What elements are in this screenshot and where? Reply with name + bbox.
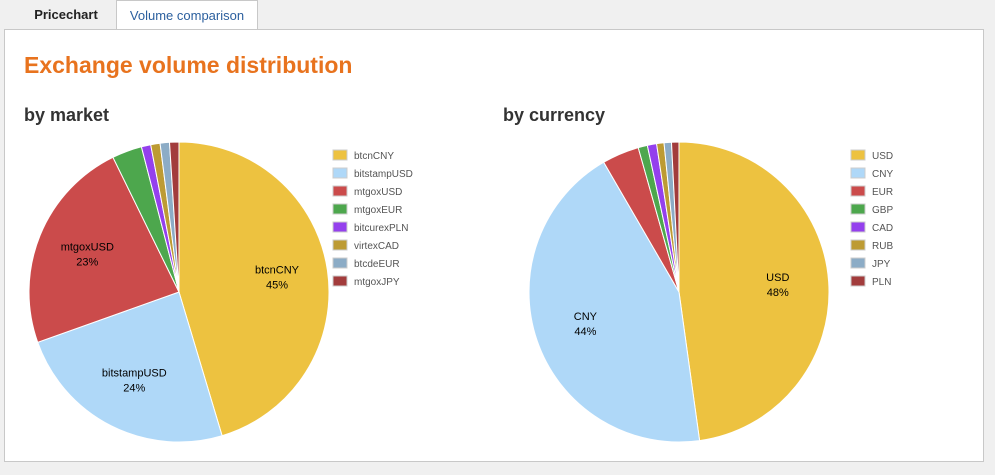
- market-legend: btcnCNY bitstampUSD mtgoxUSD mtgoxEUR bitcur…: [332, 149, 413, 288]
- currency-legend-swatch-gbp: [850, 203, 866, 215]
- market-legend-swatch-mtgoxeur: [332, 203, 348, 215]
- currency-slice-cny[interactable]: [528, 161, 701, 443]
- market-slice-value-label: 23%: [76, 257, 98, 269]
- currency-legend-label-cny: CNY: [872, 169, 893, 180]
- market-pie: btcnCNY 45% bitstampUSD 24% mtgoxUSD 23%: [28, 141, 330, 443]
- market-legend-swatch-virtexcad: [332, 239, 348, 251]
- currency-legend-label-usd: USD: [872, 151, 893, 162]
- currency-legend-label-gbp: GBP: [872, 205, 893, 216]
- market-legend-swatch-mtgoxjpy: [332, 275, 348, 287]
- currency-chart-title: by currency: [503, 105, 606, 125]
- market-legend-label-mtgoxusd: mtgoxUSD: [354, 187, 402, 198]
- currency-slice-value-label: 48%: [767, 287, 789, 299]
- market-legend-swatch-bitstampusd: [332, 167, 348, 179]
- market-legend-label-virtexcad: virtexCAD: [354, 241, 399, 252]
- market-slice-mtgoxjpy[interactable]: [168, 141, 180, 293]
- currency-legend-swatch-eur: [850, 185, 866, 197]
- currency-legend-swatch-cad: [850, 221, 866, 233]
- tab-pricechart[interactable]: Pricechart: [34, 7, 98, 22]
- market-legend-swatch-btcdeeur: [332, 257, 348, 269]
- market-legend-label-mtgoxjpy: mtgoxJPY: [354, 277, 400, 288]
- tab-volume-comparison[interactable]: Volume comparison: [116, 0, 258, 30]
- currency-legend-swatch-cny: [850, 167, 866, 179]
- market-slice-value-label: 45%: [266, 280, 288, 292]
- currency-legend-swatch-usd: [850, 149, 866, 161]
- currency-legend-label-jpy: JPY: [872, 259, 891, 270]
- currency-legend-swatch-pln: [850, 275, 866, 287]
- market-slice-value-label: 24%: [123, 382, 145, 394]
- currency-slice-value-label: 44%: [574, 326, 596, 338]
- currency-slice-pln[interactable]: [670, 141, 680, 293]
- currency-legend-label-rub: RUB: [872, 241, 893, 252]
- currency-legend-label-cad: CAD: [872, 223, 893, 234]
- pie-charts: btcnCNY45%bitstampUSD24%mtgoxUSD23%btcnC…: [28, 141, 893, 443]
- market-legend-label-btcdeeur: btcdeEUR: [354, 259, 400, 270]
- currency-pie: USD 48% CNY 44%: [528, 141, 830, 443]
- market-chart-title: by market: [24, 105, 110, 125]
- market-slice-name-label: mtgoxUSD: [61, 242, 114, 254]
- currency-legend: USD CNY EUR GBP CAD RUB JPY PLN: [850, 149, 893, 288]
- chart-panel: Exchange volume distribution by market b…: [4, 29, 984, 462]
- currency-slice-usd[interactable]: [678, 141, 830, 442]
- currency-legend-swatch-jpy: [850, 257, 866, 269]
- market-legend-label-mtgoxeur: mtgoxEUR: [354, 205, 402, 216]
- currency-slice-name-label: USD: [766, 272, 789, 284]
- market-legend-label-bitcurexpln: bitcurexPLN: [354, 223, 408, 234]
- currency-slice-name-label: CNY: [574, 311, 598, 323]
- market-slice-mtgoxusd[interactable]: [28, 156, 180, 343]
- market-slice-bitstampusd[interactable]: [37, 291, 223, 443]
- market-legend-label-bitstampusd: bitstampUSD: [354, 169, 413, 180]
- page-title: Exchange volume distribution: [24, 52, 353, 78]
- market-slice-name-label: btcnCNY: [255, 265, 300, 277]
- market-legend-swatch-mtgoxusd: [332, 185, 348, 197]
- market-legend-swatch-btcncny: [332, 149, 348, 161]
- currency-legend-label-eur: EUR: [872, 187, 893, 198]
- currency-legend-label-pln: PLN: [872, 277, 891, 288]
- market-legend-label-btcncny: btcnCNY: [354, 151, 394, 162]
- market-slice-btcncny[interactable]: [178, 141, 330, 437]
- tab-bar: Pricechart Volume comparison: [0, 0, 995, 30]
- currency-legend-swatch-rub: [850, 239, 866, 251]
- market-legend-swatch-bitcurexpln: [332, 221, 348, 233]
- market-slice-name-label: bitstampUSD: [102, 367, 167, 379]
